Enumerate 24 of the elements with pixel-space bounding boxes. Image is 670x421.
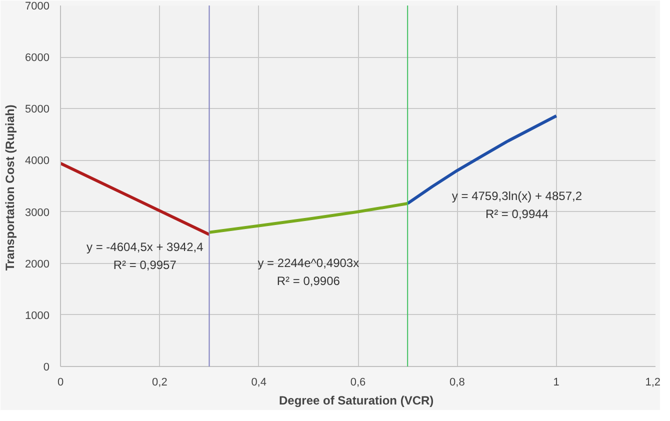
annotation: R² = 0,9944: [485, 207, 549, 222]
x-tick-label: 1: [553, 376, 560, 388]
y-tick-label: 1000: [25, 310, 50, 322]
annotation: R² = 0,9957: [113, 258, 177, 272]
x-tick-label: 0,2: [152, 376, 168, 388]
annotation: y = -4604,5x + 3942,4: [86, 240, 204, 254]
annotation: y = 4759,3ln(x) + 4857,2: [452, 189, 582, 204]
y-tick-label: 5000: [25, 104, 50, 116]
x-tick-label: 0: [57, 376, 64, 388]
y-tick-label: 4000: [25, 155, 50, 168]
y-tick-label: 3000: [25, 206, 50, 219]
x-axis-title: Degree of Saturation (VCR): [278, 394, 434, 408]
line-series: [208, 202, 410, 234]
y-tick-label: 7000: [25, 0, 50, 12]
y-axis-title: Transportation Cost (Rupiah): [3, 104, 18, 271]
x-tick-label: 0,8: [450, 376, 465, 388]
x-tick-label: 0,6: [350, 376, 366, 388]
y-tick-label: 0: [43, 362, 50, 374]
x-tick-label: 0,4: [251, 376, 266, 388]
annotation: y = 2244e^0,4903x: [258, 256, 360, 270]
annotation: R² = 0,9906: [276, 274, 340, 288]
y-tick-label: 2000: [25, 258, 50, 270]
y-tick-label: 6000: [25, 52, 50, 64]
x-tick-label: 1,2: [645, 376, 661, 388]
